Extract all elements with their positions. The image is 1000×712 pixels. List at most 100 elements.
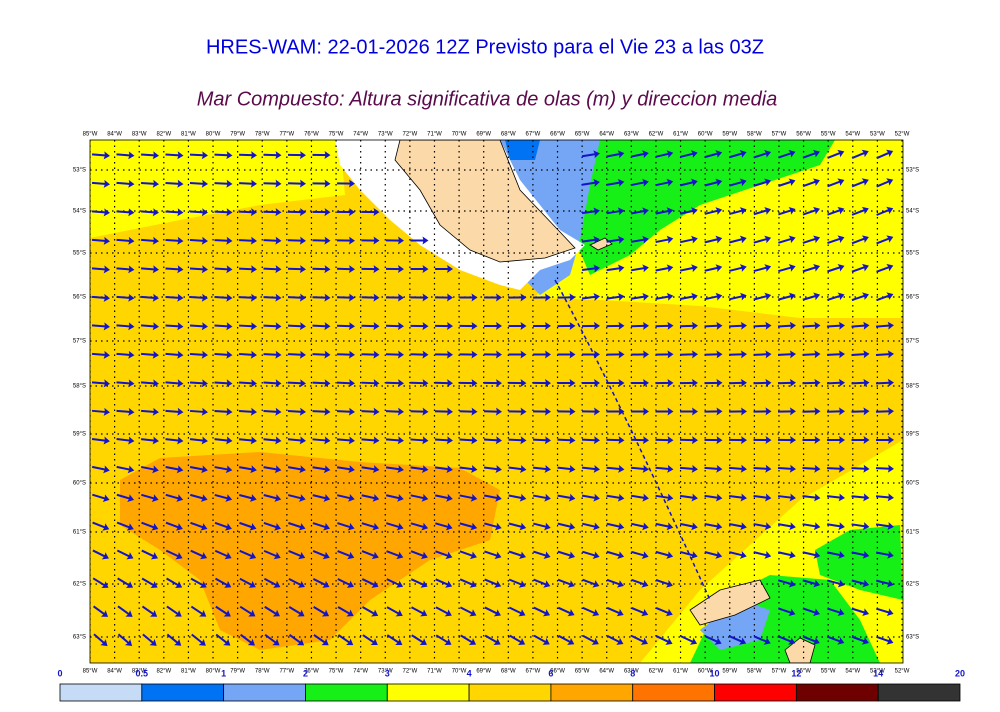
lon-label: 72°W [403,669,418,675]
lon-label: 62°W [649,132,664,138]
title: HRES-WAM: 22-01-2026 12Z Previsto para e… [206,36,764,58]
colorbar-swatch [878,684,960,701]
lon-label: 61°W [673,669,688,675]
lon-label: 58°W [747,669,762,675]
lon-label: 78°W [255,132,270,138]
lon-label: 65°W [575,669,590,675]
colorbar-swatch [224,684,306,701]
colorbar-label: 8 [630,668,635,678]
lon-label: 69°W [476,669,491,675]
lat-label: 61°S [73,530,86,536]
lon-label: 65°W [575,132,590,138]
lon-label: 53°W [870,132,885,138]
lat-label: 56°S [73,295,86,301]
colorbar-label: 1 [221,668,226,678]
lon-label: 68°W [501,132,516,138]
colorbar-swatch [60,684,142,701]
lon-label: 76°W [304,132,319,138]
lon-label: 56°W [796,132,811,138]
colorbar-label: 14 [873,668,883,678]
lon-label: 81°W [181,132,196,138]
lon-label: 63°W [624,132,639,138]
lat-label: 53°S [73,168,86,174]
lon-label: 58°W [747,132,762,138]
lon-label: 67°W [526,669,541,675]
colorbar-label: 2 [303,668,308,678]
lat-label: 60°S [906,481,919,487]
lat-label: 59°S [73,432,86,438]
lon-label: 74°W [353,669,368,675]
lat-label: 53°S [906,168,919,174]
lon-label: 83°W [132,132,147,138]
lon-label: 64°W [599,132,614,138]
colorbar-label: 0.5 [136,668,149,678]
lat-label: 62°S [73,582,86,588]
lon-label: 66°W [550,132,565,138]
wave-zone [505,140,540,160]
lon-label: 81°W [181,669,196,675]
lon-label: 72°W [403,132,418,138]
lon-label: 84°W [107,132,122,138]
colorbar-swatch [633,684,715,701]
lat-label: 62°S [906,582,919,588]
colorbar-swatch [796,684,878,701]
lon-label: 74°W [353,132,368,138]
lon-label: 52°W [895,669,910,675]
lat-label: 54°S [906,209,919,215]
colorbar-label: 3 [385,668,390,678]
colorbar-swatch [469,684,551,701]
lon-label: 61°W [673,132,688,138]
lon-label: 85°W [83,132,98,138]
lon-label: 71°W [427,669,442,675]
lon-label: 70°W [452,132,467,138]
lat-label: 61°S [906,530,919,536]
lon-label: 67°W [526,132,541,138]
lon-label: 82°W [156,132,171,138]
lon-label: 64°W [599,669,614,675]
lon-label: 55°W [821,132,836,138]
lon-label: 79°W [230,669,245,675]
lon-label: 73°W [378,132,393,138]
subtitle: Mar Compuesto: Altura significativa de o… [197,88,778,110]
lon-label: 59°W [722,669,737,675]
colorbar-label: 12 [791,668,801,678]
lon-label: 82°W [156,669,171,675]
colorbar-label: 20 [955,668,965,678]
colorbar-swatch [715,684,797,701]
map [90,140,903,663]
lat-label: 57°S [906,339,919,345]
colorbar-label: 6 [548,668,553,678]
lon-label: 75°W [329,669,344,675]
lon-label: 54°W [845,669,860,675]
lat-label: 55°S [906,251,919,257]
lon-label: 80°W [206,132,221,138]
colorbar-swatch [387,684,469,701]
lat-label: 59°S [906,432,919,438]
lon-label: 57°W [772,669,787,675]
lon-label: 85°W [83,669,98,675]
lon-label: 70°W [452,669,467,675]
lon-label: 78°W [255,669,270,675]
lon-label: 75°W [329,132,344,138]
lat-label: 55°S [73,251,86,257]
lon-label: 80°W [206,669,221,675]
lon-label: 52°W [895,132,910,138]
lon-label: 79°W [230,132,245,138]
lat-label: 54°S [73,209,86,215]
lon-label: 84°W [107,669,122,675]
colorbar-swatch [142,684,224,701]
lon-label: 69°W [476,132,491,138]
colorbar-label: 10 [710,668,720,678]
lat-label: 57°S [73,339,86,345]
lat-label: 58°S [73,384,86,390]
lon-label: 59°W [722,132,737,138]
lon-label: 71°W [427,132,442,138]
lat-label: 63°S [906,635,919,641]
lon-label: 62°W [649,669,664,675]
lon-label: 60°W [698,132,713,138]
lon-label: 68°W [501,669,516,675]
lat-label: 56°S [906,295,919,301]
lon-label: 54°W [845,132,860,138]
lon-label: 77°W [279,132,294,138]
